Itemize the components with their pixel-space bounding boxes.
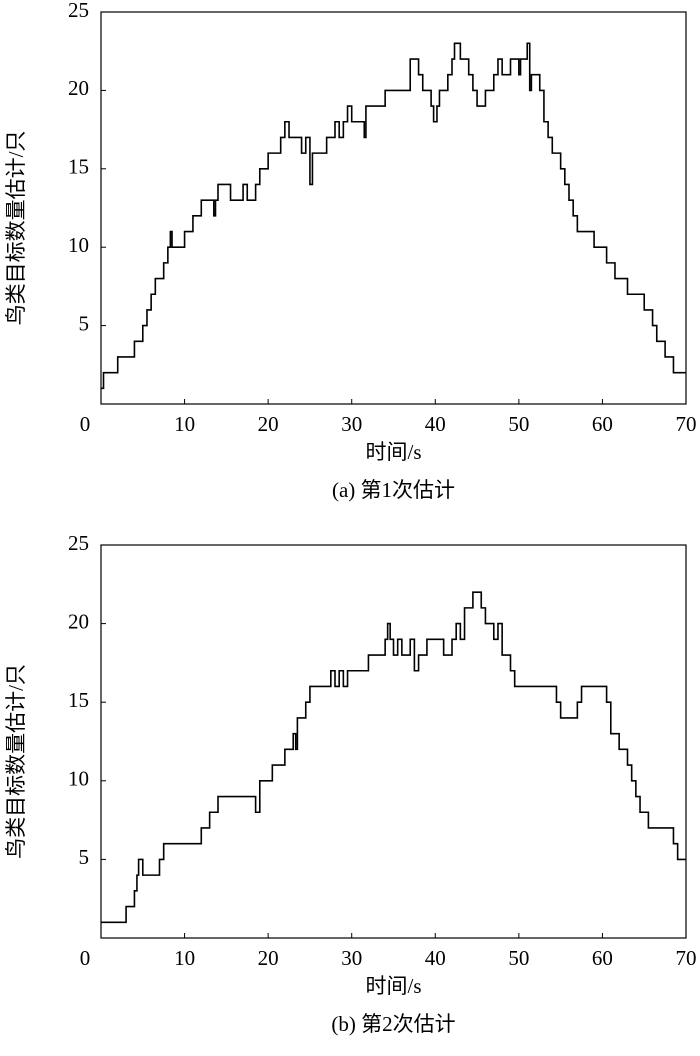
x-tick-label: 60 <box>592 412 613 436</box>
x-tick-label: 0 <box>80 412 91 436</box>
y-tick-label: 20 <box>68 76 89 100</box>
y-tick-label: 25 <box>68 0 89 22</box>
x-tick-label: 10 <box>174 412 195 436</box>
x-tick-label: 50 <box>508 946 529 970</box>
x-tick-label: 0 <box>80 946 91 970</box>
plot-frame <box>100 544 687 939</box>
y-tick-label: 15 <box>68 688 89 712</box>
y-axis-label: 鸟类目标数量估计/只 <box>4 131 28 326</box>
x-axis-label: 时间/s <box>365 974 421 998</box>
y-tick-label: 20 <box>68 609 89 633</box>
y-tick-label: 10 <box>68 767 89 791</box>
x-tick-label: 50 <box>508 412 529 436</box>
x-tick-label: 10 <box>174 946 195 970</box>
x-tick-label: 30 <box>341 412 362 436</box>
x-tick-label: 20 <box>258 946 279 970</box>
x-axis-label: 时间/s <box>365 440 421 464</box>
y-tick-label: 25 <box>68 531 89 555</box>
data-line <box>101 42 686 390</box>
y-tick-label: 5 <box>79 845 90 869</box>
plot-frame <box>100 11 687 405</box>
x-tick-label: 70 <box>676 946 697 970</box>
y-tick-label: 5 <box>79 311 90 335</box>
x-tick-label: 40 <box>425 412 446 436</box>
x-tick-label: 20 <box>258 412 279 436</box>
y-axis-label: 鸟类目标数量估计/只 <box>4 664 28 859</box>
x-tick-label: 60 <box>592 946 613 970</box>
caption: (b) 第2次估计 <box>331 1012 455 1036</box>
x-tick-label: 70 <box>676 412 697 436</box>
x-tick-label: 40 <box>425 946 446 970</box>
y-tick-label: 15 <box>68 155 89 179</box>
x-tick-label: 30 <box>341 946 362 970</box>
y-tick-label: 10 <box>68 233 89 257</box>
data-line <box>101 591 686 924</box>
caption: (a) 第1次估计 <box>332 478 455 502</box>
